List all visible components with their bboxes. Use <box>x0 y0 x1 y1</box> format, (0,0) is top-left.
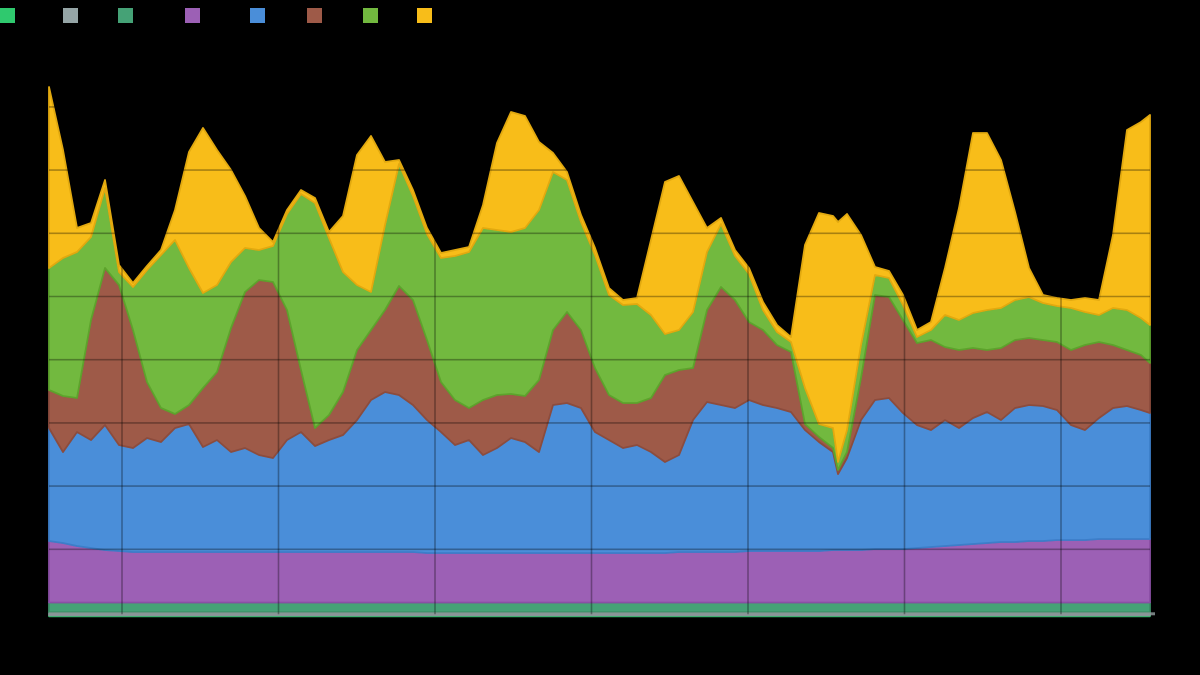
legend-swatch-series-2[interactable] <box>63 8 78 23</box>
legend-swatch-series-6[interactable] <box>307 8 322 23</box>
gridlines <box>49 85 1150 615</box>
area-series-8 <box>48 86 1151 463</box>
area-series-3 <box>48 601 1151 614</box>
legend-swatch-series-5[interactable] <box>250 8 265 23</box>
legend-swatch-series-7[interactable] <box>363 8 378 23</box>
legend-swatch-series-1[interactable] <box>0 8 15 23</box>
legend-swatch-series-3[interactable] <box>118 8 133 23</box>
legend-swatch-series-8[interactable] <box>417 8 432 23</box>
chart-legend <box>0 0 1200 34</box>
legend-swatch-series-4[interactable] <box>185 8 200 23</box>
x-axis-line <box>49 612 1155 616</box>
